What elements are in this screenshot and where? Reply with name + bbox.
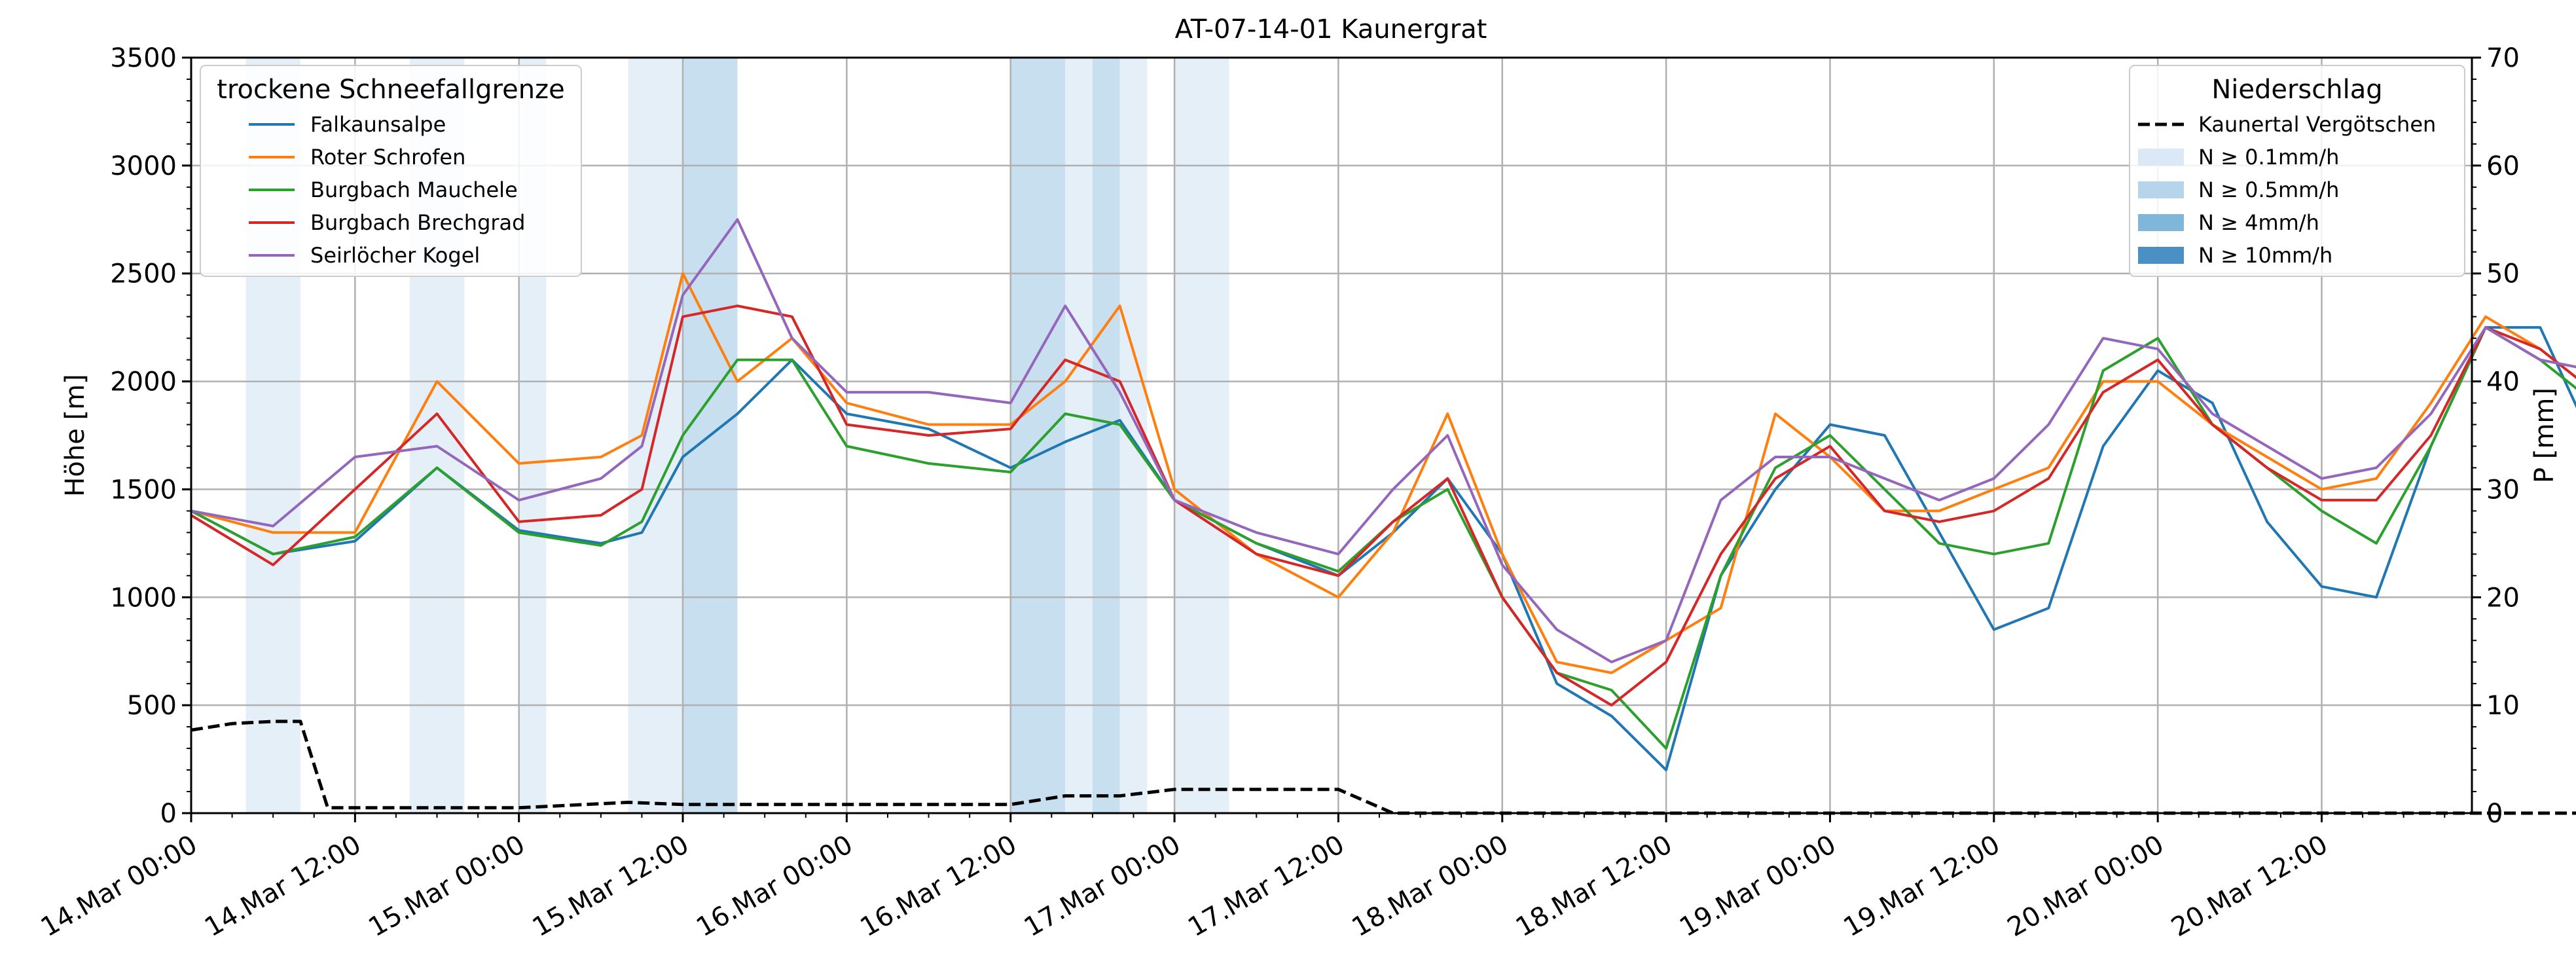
y2-tick-label-4: 40: [2486, 367, 2520, 397]
plot-frame: [190, 56, 2473, 814]
series-line-1: [190, 272, 2576, 674]
y-tick-label-5: 2500: [110, 259, 177, 289]
y2-tick-label-2: 20: [2486, 583, 2520, 613]
x-tick-label-9: 18.Mar 12:00: [1511, 830, 1677, 943]
y-tick-label-3: 1500: [110, 475, 177, 505]
x-tick-label-6: 17.Mar 00:00: [1019, 830, 1186, 943]
y-axis-label: Höhe [m]: [60, 374, 90, 496]
legend-precip-swatch-2: [2138, 181, 2184, 198]
y2-tick-label-0: 0: [2486, 799, 2503, 829]
legend-stations-label-0: Falkaunsalpe: [310, 112, 446, 137]
legend-stations-label-4: Seirlöcher Kogel: [310, 243, 480, 268]
y2-tick-label-3: 30: [2486, 475, 2520, 505]
x-tick-label-13: 20.Mar 12:00: [2166, 830, 2332, 943]
series-line-5: [190, 720, 2576, 815]
legend-stations: trockene Schneefallgrenze Falkaunsalpe Ro…: [200, 65, 582, 277]
y-tick-label-7: 3500: [110, 43, 177, 73]
x-tick-label-1: 14.Mar 12:00: [200, 830, 366, 943]
x-tick-label-7: 17.Mar 12:00: [1183, 830, 1349, 943]
x-tick-label-10: 19.Mar 00:00: [1675, 830, 1841, 943]
series-line-4: [190, 218, 2576, 664]
x-tick-label-2: 15.Mar 00:00: [363, 830, 530, 943]
y-tick-label-2: 1000: [110, 583, 177, 613]
legend-stations-label-3: Burgbach Brechgrad: [310, 210, 525, 235]
legend-stations-label-2: Burgbach Mauchele: [310, 177, 518, 202]
legend-precip-swatch-4: [2138, 247, 2184, 264]
legend-stations-items: Falkaunsalpe Roter Schrofen Burgbach Mauch…: [249, 112, 525, 268]
x-tick-label-0: 14.Mar 00:00: [36, 830, 202, 943]
series-lines: [190, 218, 2576, 815]
legend-stations-box: [200, 65, 582, 277]
x-tick-label-12: 20.Mar 00:00: [2003, 830, 2169, 943]
precip-band-7: [1092, 58, 1120, 813]
x-tick-label-4: 16.Mar 00:00: [691, 830, 858, 943]
precip-band-9: [1174, 58, 1229, 813]
y-tick-label-1: 500: [127, 691, 177, 721]
legend-precip-label-0: Kaunertal Vergötschen: [2198, 112, 2436, 137]
legend-precip-swatch-1: [2138, 149, 2184, 166]
legend-precip-box: [2129, 65, 2465, 277]
y2-tick-label-5: 50: [2486, 259, 2520, 289]
legend-precip-label-4: N ≥ 10mm/h: [2198, 243, 2332, 268]
x-tick-label-11: 19.Mar 12:00: [1839, 830, 2005, 943]
chart-title: AT-07-14-01 Kaunergrat: [1175, 14, 1487, 45]
legend-stations-label-1: Roter Schrofen: [310, 145, 465, 170]
x-tick-label-3: 15.Mar 12:00: [528, 830, 694, 943]
y-tick-label-6: 3000: [110, 151, 177, 181]
legend-precip-label-1: N ≥ 0.1mm/h: [2198, 145, 2339, 170]
y2-axis-label: P [mm]: [2530, 388, 2560, 483]
y2-tick-label-6: 60: [2486, 151, 2520, 181]
legend-precip-label-2: N ≥ 0.5mm/h: [2198, 177, 2339, 202]
legend-precip-title: Niederschlag: [2211, 75, 2382, 105]
series-line-2: [190, 326, 2576, 750]
precip-band-5: [1010, 58, 1066, 813]
x-tick-label-5: 16.Mar 12:00: [855, 830, 1021, 943]
legend-stations-title: trockene Schneefallgrenze: [217, 75, 564, 105]
y-tick-label-4: 2000: [110, 367, 177, 397]
y2-tick-label-7: 70: [2486, 43, 2520, 73]
x-tick-label-8: 18.Mar 00:00: [1347, 830, 1513, 943]
legend-precip-swatch-3: [2138, 214, 2184, 231]
legend-precip-items: Kaunertal Vergötschen N ≥ 0.1mm/h N ≥ 0.5m…: [2138, 112, 2436, 268]
y2-tick-label-1: 10: [2486, 691, 2520, 721]
series-line-0: [190, 326, 2576, 772]
legend-precip: Niederschlag Kaunertal Vergötschen N ≥ 0.…: [2129, 65, 2465, 277]
series-line-3: [190, 304, 2576, 707]
y-tick-label-0: 0: [160, 799, 177, 829]
legend-precip-label-3: N ≥ 4mm/h: [2198, 210, 2319, 235]
